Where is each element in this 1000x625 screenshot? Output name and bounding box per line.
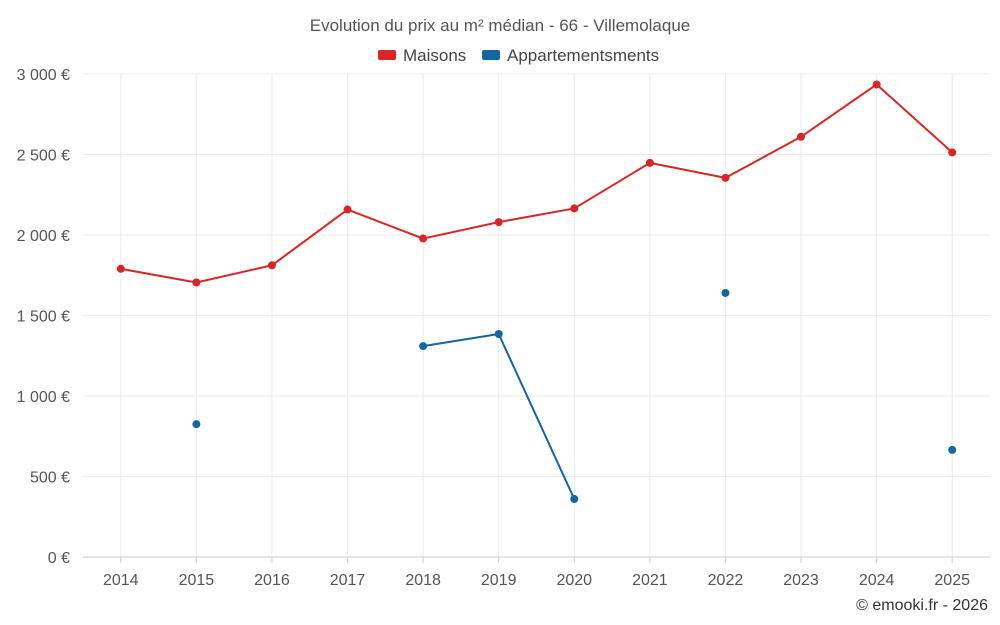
- series-line-maisons: [724, 135, 803, 179]
- series-line-appartements: [497, 333, 576, 501]
- x-tick-label: 2025: [934, 572, 970, 589]
- series-line-maisons: [422, 221, 500, 240]
- y-tick-label: 500 €: [30, 470, 70, 487]
- data-point-maisons[interactable]: [116, 264, 125, 273]
- x-axis: 2014 2015 2016 2017 2018 2019 2020 2021 2022 2023…: [103, 557, 970, 589]
- y-tick-label: 1 000 €: [17, 389, 70, 406]
- series-appartements: [192, 288, 957, 504]
- data-point-maisons[interactable]: [948, 148, 957, 157]
- data-point-appartements[interactable]: [494, 330, 503, 339]
- x-tick-label: 2024: [859, 572, 895, 589]
- y-axis: 0 € 500 € 1 000 € 1 500 € 2 000 € 2 500 € 3 00…: [17, 67, 70, 567]
- data-point-appartements[interactable]: [570, 495, 579, 504]
- x-tick-label: 2014: [103, 572, 139, 589]
- data-point-maisons[interactable]: [192, 278, 201, 287]
- data-point-maisons[interactable]: [267, 261, 276, 270]
- y-tick-label: 0 €: [48, 550, 70, 567]
- data-point-maisons[interactable]: [645, 158, 654, 167]
- x-tick-label: 2019: [481, 572, 517, 589]
- x-tick-label: 2016: [254, 572, 290, 589]
- x-tick-label: 2015: [179, 572, 215, 589]
- data-point-appartements[interactable]: [419, 342, 428, 351]
- series-line-maisons: [195, 264, 273, 284]
- series-line-maisons: [875, 83, 954, 154]
- series-line-maisons: [346, 208, 425, 240]
- y-tick-label: 1 500 €: [17, 309, 70, 326]
- y-tick-label: 2 500 €: [17, 148, 70, 165]
- legend-swatch-maisons: [378, 50, 396, 60]
- x-tick-label: 2021: [632, 572, 668, 589]
- data-point-maisons[interactable]: [570, 204, 579, 213]
- legend-label-maisons: Maisons: [403, 46, 466, 65]
- legend-item-maisons[interactable]: Maisons: [378, 46, 466, 65]
- data-point-maisons[interactable]: [343, 205, 352, 214]
- data-point-maisons[interactable]: [797, 132, 806, 141]
- x-tick-label: 2023: [783, 572, 819, 589]
- data-point-maisons[interactable]: [872, 80, 881, 89]
- gridlines: [83, 73, 990, 558]
- series-line-maisons: [573, 161, 651, 210]
- plot-area: [116, 80, 957, 504]
- series-maisons: [116, 80, 957, 287]
- credit: © emooki.fr - 2026: [856, 597, 988, 614]
- x-tick-label: 2017: [330, 572, 366, 589]
- series-line-maisons: [497, 207, 576, 224]
- x-tick-label: 2022: [708, 572, 744, 589]
- series-line-maisons: [270, 208, 349, 267]
- data-point-appartements[interactable]: [721, 288, 730, 297]
- data-point-maisons[interactable]: [721, 173, 730, 182]
- y-tick-label: 2 000 €: [17, 228, 70, 245]
- chart-title: Evolution du prix au m² médian - 66 - Vi…: [310, 16, 691, 35]
- legend-label-appartements: Appartementsments: [507, 46, 659, 65]
- x-tick-label: 2018: [405, 572, 441, 589]
- data-point-appartements[interactable]: [192, 420, 201, 429]
- series-line-maisons: [119, 267, 198, 284]
- y-tick-label: 3 000 €: [17, 67, 70, 84]
- data-point-maisons[interactable]: [419, 234, 428, 243]
- data-point-appartements[interactable]: [948, 445, 957, 454]
- legend-swatch-appartements: [482, 50, 500, 60]
- legend: Maisons Appartementsments: [378, 46, 659, 65]
- x-tick-label: 2020: [556, 572, 592, 589]
- legend-item-appartements[interactable]: Appartementsments: [482, 46, 659, 65]
- series-line-maisons: [800, 83, 878, 138]
- series-line-appartements: [422, 333, 500, 348]
- series-line-maisons: [648, 161, 727, 179]
- data-point-maisons[interactable]: [494, 218, 503, 227]
